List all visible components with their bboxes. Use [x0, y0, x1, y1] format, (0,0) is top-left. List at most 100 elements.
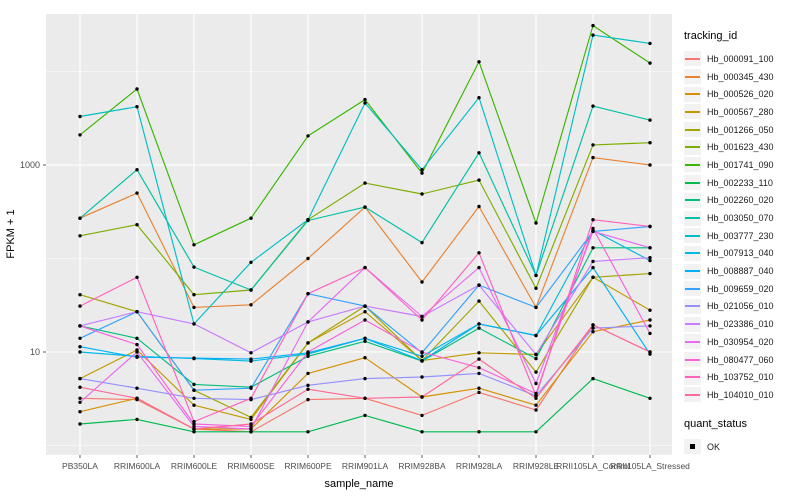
data-point-Hb_080477_060	[306, 350, 310, 354]
data-point-Hb_104010_010	[135, 396, 139, 400]
data-point-Hb_001741_090	[249, 216, 253, 220]
data-point-Hb_080477_060	[591, 226, 595, 231]
data-point-Hb_000345_430	[192, 305, 196, 310]
data-point-Hb_103752_010	[534, 394, 538, 398]
data-point-Hb_021056_010	[648, 324, 652, 328]
data-point-Hb_002233_110	[363, 413, 367, 418]
legend-item-Hb_080477_060: Hb_080477_060	[684, 351, 800, 369]
data-point-Hb_001741_090	[306, 134, 310, 138]
data-point-Hb_007913_040	[78, 350, 82, 354]
series-color-line	[685, 110, 700, 113]
data-point-Hb_003777_230	[135, 105, 139, 109]
data-point-Hb_000526_020	[363, 356, 367, 360]
legend-label: Hb_000091_100	[707, 53, 774, 64]
data-point-Hb_021056_010	[591, 326, 595, 330]
data-point-Hb_001741_090	[78, 133, 82, 137]
legend-label: Hb_001623_430	[707, 142, 774, 153]
data-point-Hb_103752_010	[477, 251, 481, 255]
data-point-Hb_000345_430	[648, 163, 652, 167]
legend-item-Hb_007913_040: Hb_007913_040	[684, 245, 800, 263]
data-point-Hb_030954_020	[591, 229, 595, 234]
legend-title-tracking-id: tracking_id	[684, 30, 738, 42]
legend-items-tracking-id: Hb_000091_100 Hb_000345_430 Hb_000526_020 H…	[684, 50, 800, 404]
data-point-Hb_103752_010	[249, 396, 253, 400]
x-tick-label: RRIM600LA	[114, 461, 161, 471]
data-point-Hb_001741_090	[192, 243, 196, 247]
data-point-Hb_003777_230	[78, 114, 82, 119]
plot-generated-content: 10 1000 PB350LA RRIM600LA RRIM600LE RRIM600SE…	[20, 14, 690, 471]
data-point-Hb_104010_010	[477, 357, 481, 361]
data-point-Hb_080477_060	[420, 350, 424, 354]
data-point-Hb_021056_010	[135, 386, 139, 390]
x-tick-label: RRIM928BA	[398, 461, 446, 471]
series-color-key-icon	[684, 192, 701, 208]
data-point-Hb_001741_090	[363, 97, 367, 102]
data-point-Hb_002233_110	[477, 430, 481, 434]
data-point-Hb_103752_010	[306, 292, 310, 296]
legend-item-Hb_001266_050: Hb_001266_050	[684, 121, 800, 139]
legend-item-Hb_003777_230: Hb_003777_230	[684, 227, 800, 245]
data-point-Hb_001741_090	[420, 171, 424, 175]
data-point-Hb_000526_020	[306, 371, 310, 376]
data-point-Hb_001266_050	[648, 271, 652, 276]
data-point-Hb_001741_090	[648, 61, 652, 65]
data-point-Hb_001623_430	[363, 181, 367, 185]
x-tick-label: PB350LA	[62, 461, 98, 471]
series-color-line	[685, 199, 700, 202]
legend-item-Hb_104010_010: Hb_104010_010	[684, 386, 800, 404]
series-color-line	[685, 128, 700, 131]
series-color-line	[685, 57, 700, 60]
series-color-line	[685, 270, 700, 273]
legend-item-Hb_000526_020: Hb_000526_020	[684, 85, 800, 103]
data-point-Hb_000526_020	[591, 330, 595, 334]
legend-label: Hb_023386_010	[707, 319, 774, 330]
series-color-key-icon	[684, 86, 701, 102]
data-point-Hb_023386_010	[249, 351, 253, 355]
data-point-Hb_003050_070	[78, 216, 82, 220]
data-point-Hb_003050_070	[477, 151, 481, 155]
data-point-Hb_001741_090	[591, 23, 595, 28]
series-color-key-icon	[684, 139, 701, 155]
data-point-Hb_030954_020	[534, 381, 538, 386]
data-point-Hb_008887_040	[78, 345, 82, 349]
data-point-Hb_104010_010	[420, 395, 424, 399]
data-point-Hb_000345_430	[306, 256, 310, 261]
legend-item-Hb_000091_100: Hb_000091_100	[684, 50, 800, 68]
data-point-Hb_002233_110	[306, 430, 310, 434]
data-point-Hb_103752_010	[135, 275, 139, 279]
data-point-Hb_023386_010	[192, 322, 196, 326]
data-point-Hb_080477_060	[135, 342, 139, 347]
data-point-Hb_002233_110	[249, 430, 253, 434]
legend-label: Hb_000567_280	[707, 106, 774, 117]
data-point-Hb_000567_280	[192, 403, 196, 407]
legend-label: Hb_002260_020	[707, 195, 774, 206]
series-color-key-icon	[684, 316, 701, 332]
y-tick-label: 10	[30, 347, 40, 357]
data-point-Hb_008887_040	[420, 358, 424, 363]
data-point-Hb_000345_430	[135, 191, 139, 195]
data-point-Hb_002260_020	[363, 339, 367, 343]
series-color-key-icon	[684, 175, 701, 191]
data-point-Hb_001623_430	[591, 143, 595, 147]
data-point-Hb_003777_230	[420, 168, 424, 172]
data-point-Hb_000345_430	[591, 155, 595, 160]
series-color-key-icon	[684, 369, 701, 385]
x-tick-label: RRIM600SE	[227, 461, 275, 471]
data-point-Hb_030954_020	[249, 427, 253, 431]
series-color-key-icon	[684, 104, 701, 120]
legend-item-Hb_002233_110: Hb_002233_110	[684, 174, 800, 192]
legend-label: Hb_009659_020	[707, 283, 774, 294]
data-point-Hb_000526_020	[78, 410, 82, 414]
legend-item-Hb_008887_040: Hb_008887_040	[684, 262, 800, 280]
legend-label: Hb_007913_040	[707, 248, 774, 259]
legend-item-Hb_030954_020: Hb_030954_020	[684, 333, 800, 351]
data-point-Hb_021056_010	[306, 383, 310, 387]
data-point-Hb_103752_010	[78, 304, 82, 308]
legend-label: Hb_000345_430	[707, 71, 774, 82]
data-point-Hb_008887_040	[477, 322, 481, 326]
data-point-Hb_002233_110	[135, 417, 139, 422]
legend-label: Hb_001266_050	[707, 124, 774, 135]
data-point-Hb_104010_010	[648, 350, 652, 354]
data-point-Hb_003777_230	[477, 96, 481, 100]
